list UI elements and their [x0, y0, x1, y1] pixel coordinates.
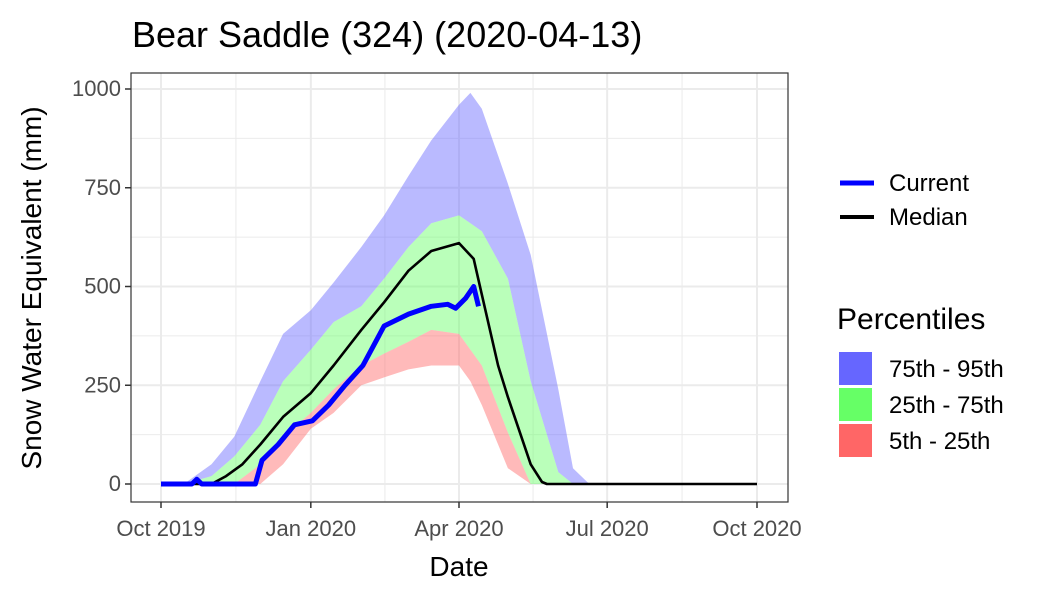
current-line [161, 284, 481, 487]
legend-median-label: Median [889, 204, 968, 231]
band-25-75 [161, 215, 757, 484]
y-axis: 0 250 500 750 1000 [72, 76, 131, 496]
band-5-25 [161, 329, 757, 484]
series-lines [161, 241, 757, 487]
legend-25-75-label: 25th - 75th [889, 392, 1004, 419]
x-tick-label: Oct 2020 [712, 516, 801, 541]
legend-percentiles-title: Percentiles [837, 303, 985, 336]
band-75-95 [161, 92, 757, 485]
legend-75-95-swatch [839, 352, 872, 385]
x-tick-label: Jan 2020 [266, 516, 357, 541]
y-tick-label: 0 [109, 471, 121, 496]
percentile-bands [161, 92, 757, 485]
chart-title: Bear Saddle (324) (2020-04-13) [132, 14, 643, 55]
legend-75-95-label: 75th - 95th [889, 356, 1004, 383]
x-axis-title: Date [429, 551, 488, 582]
grid-lines [131, 73, 788, 502]
x-tick-label: Apr 2020 [414, 516, 503, 541]
y-tick-label: 1000 [72, 76, 121, 101]
legend-5-25-label: 5th - 25th [889, 428, 990, 455]
median-line [161, 241, 757, 486]
legend-5-25-swatch [839, 424, 872, 457]
legend-current-label: Current [889, 170, 969, 197]
x-tick-label: Jul 2020 [566, 516, 649, 541]
x-axis: Oct 2019 Jan 2020 Apr 2020 Jul 2020 Oct 2020 [116, 502, 802, 541]
legend: Current Median Percentiles 75th - 95th 2… [837, 170, 1004, 457]
y-tick-label: 750 [84, 175, 121, 200]
y-tick-label: 250 [84, 372, 121, 397]
legend-25-75-swatch [839, 388, 872, 421]
x-tick-label: Oct 2019 [116, 516, 205, 541]
y-tick-label: 500 [84, 274, 121, 299]
y-axis-title: Snow Water Equivalent (mm) [16, 106, 47, 469]
